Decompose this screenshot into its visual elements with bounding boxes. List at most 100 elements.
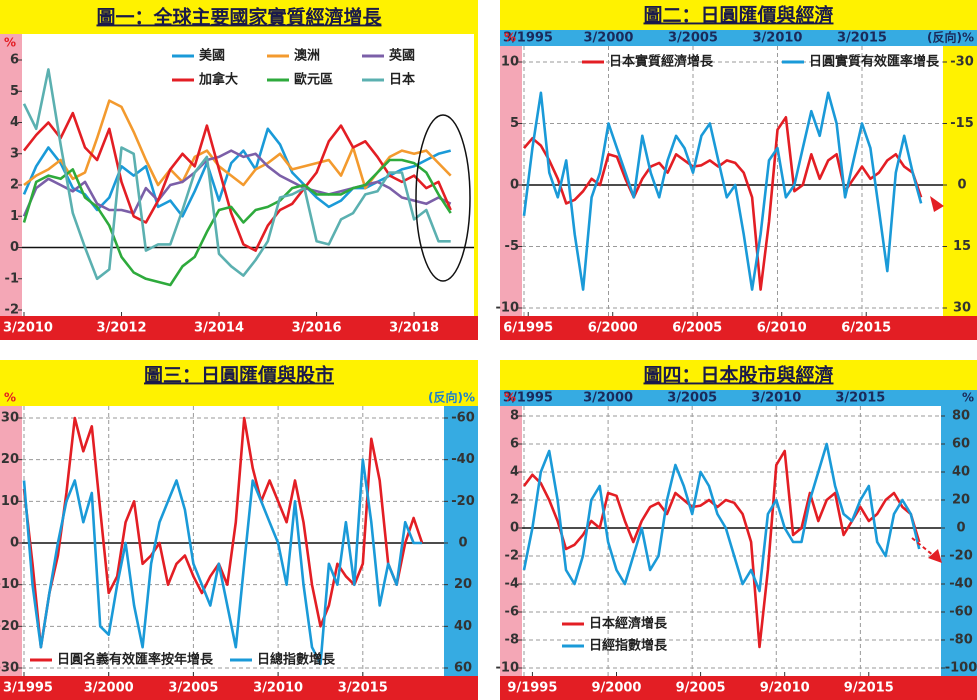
x-axis-strip	[0, 316, 478, 340]
legend-label: 美國	[199, 48, 225, 64]
y-tick-label: 1	[10, 209, 19, 224]
y2-tick-label: 20	[454, 577, 472, 592]
legend-label: 日本實質經濟增長	[609, 54, 714, 70]
x-tick-label: 9/2015	[844, 681, 894, 696]
y-tick-label: -5	[505, 239, 519, 254]
x-tick-label: 6/2005	[672, 321, 722, 336]
chart-title: 圖二：日圓匯價與經濟	[643, 4, 833, 27]
y-tick-label: 3	[10, 146, 19, 161]
y-tick-label: 5	[510, 116, 519, 131]
y2-tick-label: 0	[957, 178, 966, 193]
y2-tick-label: -60	[451, 411, 475, 426]
x-tick-label: 3/2016	[292, 321, 342, 336]
y-tick-label: 8	[510, 409, 519, 424]
y-tick-label: -10	[0, 577, 19, 592]
y2-tick-label: 40	[454, 619, 472, 634]
y2-tick-label: -80	[949, 633, 973, 648]
series-line	[22, 68, 451, 281]
x-top-tick-label: 3/1995	[503, 391, 553, 406]
y2-tick-label: 0	[458, 536, 467, 551]
x-tick-label: 6/1995	[503, 321, 553, 336]
y2-tick-label: -40	[949, 577, 973, 592]
y-tick-label: 6	[10, 53, 19, 68]
x-tick-label: 3/2012	[97, 321, 147, 336]
y-tick-label: 4	[10, 115, 19, 130]
x-tick-label: 3/2014	[194, 321, 244, 336]
x-tick-label: 6/2015	[841, 321, 891, 336]
x-axis-strip	[500, 676, 977, 700]
x-tick-label: 3/2005	[168, 681, 218, 696]
y-tick-label: -10	[496, 661, 520, 676]
x-tick-label: 3/2015	[338, 681, 388, 696]
x-top-tick-label: 3/2010	[751, 391, 801, 406]
x-axis-strip	[500, 316, 977, 340]
y2-tick-label: -20	[451, 494, 475, 509]
legend-label: 英國	[388, 48, 415, 64]
y-tick-label: 30	[1, 411, 19, 426]
y-tick-label: -8	[505, 633, 519, 648]
y-unit: %	[504, 391, 516, 405]
y-tick-label: 0	[10, 536, 19, 551]
x-top-tick-label: 3/1995	[503, 31, 553, 46]
y2-tick-label: 40	[952, 465, 970, 480]
y-axis-strip	[500, 46, 522, 316]
x-tick-label: 9/2005	[676, 681, 726, 696]
x-tick-label: 9/1995	[507, 681, 557, 696]
x-tick-label: 3/2000	[84, 681, 134, 696]
y-tick-label: 5	[10, 84, 19, 99]
y2-tick-label: -20	[949, 549, 973, 564]
y-tick-label: -10	[496, 301, 520, 316]
series-line	[522, 91, 923, 291]
y-tick-label: -20	[0, 619, 19, 634]
y2-tick-label: 20	[952, 493, 970, 508]
y-unit: %	[4, 391, 16, 405]
y2-tick-label: 60	[454, 661, 472, 676]
series-line	[22, 127, 452, 218]
y-tick-label: 0	[10, 240, 19, 255]
y2-tick-label: 60	[952, 437, 970, 452]
y-tick-label: 2	[10, 178, 19, 193]
x-axis-strip	[0, 676, 478, 700]
y-axis-strip	[0, 406, 22, 676]
y-tick-label: 0	[510, 521, 519, 536]
y-tick-label: -6	[505, 605, 519, 620]
y-tick-label: 10	[1, 494, 19, 509]
y-tick-label: 4	[510, 465, 519, 480]
annotations	[415, 114, 944, 563]
y-tick-label: -30	[0, 661, 19, 676]
x-top-tick-label: 3/2015	[835, 391, 885, 406]
x-top-tick-label: 3/2000	[583, 391, 633, 406]
y2-tick-label: 0	[956, 521, 965, 536]
chart-title: 圖一：全球主要國家實質經濟增長	[96, 6, 382, 29]
y-tick-label: -4	[505, 577, 519, 592]
x-top-tick-label: 3/2005	[667, 391, 717, 406]
trend-arrow-line	[911, 537, 935, 557]
top-axis-strip	[500, 30, 977, 46]
y-tick-label: 20	[1, 452, 19, 467]
y-axis-strip	[0, 34, 22, 316]
y-tick-label: -2	[5, 303, 19, 318]
highlight-ellipse	[415, 114, 471, 282]
y2-tick-label: 30	[953, 301, 971, 316]
y2-unit: (反向)%	[927, 30, 974, 45]
y2-unit: (反向)%	[428, 390, 475, 405]
x-tick-label: 6/2010	[757, 321, 807, 336]
series-line	[522, 442, 921, 593]
series-line	[22, 111, 452, 252]
legend-label: 日圓名義有效匯率按年增長	[57, 652, 214, 668]
legend-label: 日總指數增長	[257, 652, 336, 668]
y2-tick-label: -100	[945, 661, 977, 676]
y2-tick-label: 80	[952, 409, 970, 424]
plot-area	[522, 46, 943, 316]
y2-tick-label: -60	[949, 605, 973, 620]
y2-tick-label: 15	[953, 239, 971, 254]
series-line	[22, 158, 452, 287]
legend-label: 日經指數增長	[589, 638, 668, 654]
legend-label: 日本經濟增長	[589, 616, 668, 632]
x-top-tick-label: 3/2010	[753, 31, 803, 46]
y-tick-label: -1	[5, 271, 19, 286]
series-line	[22, 458, 423, 666]
y-tick-label: 2	[510, 493, 519, 508]
